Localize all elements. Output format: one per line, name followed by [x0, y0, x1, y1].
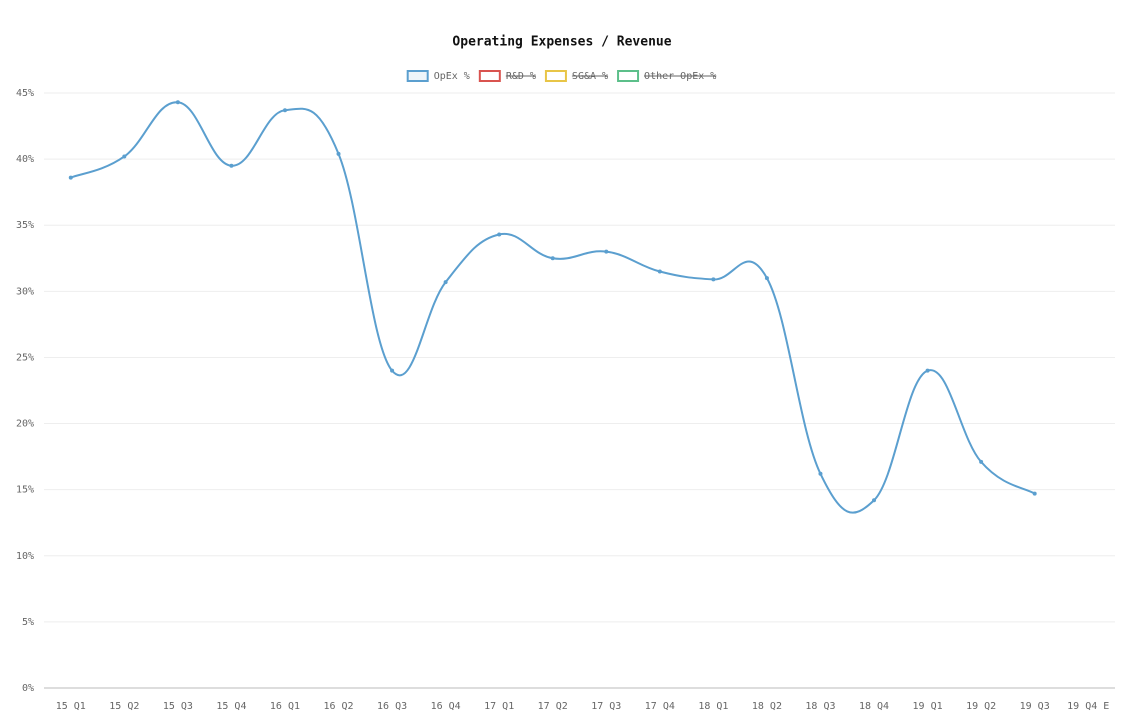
legend-label: OpEx % [434, 71, 470, 82]
x-tick-label: 19 Q4 E [1067, 701, 1109, 712]
point [68, 175, 73, 180]
x-tick-label: 17 Q2 [538, 701, 568, 712]
point [1032, 491, 1037, 496]
x-tick-label: 15 Q1 [56, 701, 86, 712]
legend-item: Other OpEx % [617, 70, 717, 82]
y-tick-label: 0% [22, 683, 34, 694]
x-tick-label: 18 Q1 [698, 701, 728, 712]
x-tick-label: 15 Q4 [216, 701, 246, 712]
chart-title: Operating Expenses / Revenue [452, 35, 671, 50]
point [979, 459, 984, 464]
x-tick-label: 16 Q4 [431, 701, 461, 712]
legend-swatch [544, 70, 567, 82]
y-tick-label: 25% [16, 352, 34, 363]
point [711, 277, 716, 282]
y-tick-label: 30% [16, 286, 34, 297]
x-tick-label: 19 Q2 [966, 701, 996, 712]
x-tick-label: 16 Q1 [270, 701, 300, 712]
point [657, 269, 662, 274]
y-tick-label: 40% [16, 154, 34, 165]
x-tick-label: 17 Q1 [484, 701, 514, 712]
point [443, 280, 448, 285]
point [282, 108, 287, 113]
point [818, 471, 823, 476]
legend-item: SG&A % [544, 70, 609, 82]
y-tick-label: 35% [16, 220, 34, 231]
legend-swatch [617, 70, 640, 82]
x-tick-label: 15 Q2 [109, 701, 139, 712]
point [336, 151, 341, 156]
legend-swatch [406, 70, 429, 82]
y-tick-label: 20% [16, 419, 34, 430]
y-tick-label: 45% [16, 88, 34, 99]
legend-item: R&D % [478, 70, 536, 82]
y-tick-label: 10% [16, 551, 34, 562]
point [175, 100, 180, 105]
y-tick-label: 15% [16, 485, 34, 496]
x-tick-label: 16 Q3 [377, 701, 407, 712]
point [497, 232, 502, 237]
x-tick-label: 19 Q3 [1020, 701, 1050, 712]
point [925, 368, 930, 373]
legend-swatch [478, 70, 501, 82]
x-tick-label: 19 Q1 [913, 701, 943, 712]
legend: OpEx % R&D % SG&A % Other OpEx % [406, 70, 717, 82]
line [70, 101, 1036, 514]
point [122, 154, 127, 159]
point [390, 368, 395, 373]
y-tick-label: 5% [22, 617, 34, 628]
x-tick-label: 15 Q3 [163, 701, 193, 712]
x-tick-label: 18 Q2 [752, 701, 782, 712]
point [550, 256, 555, 261]
x-tick-label: 18 Q4 [859, 701, 889, 712]
point [872, 498, 877, 503]
point [764, 276, 769, 281]
x-tick-label: 17 Q3 [591, 701, 621, 712]
point [604, 249, 609, 254]
x-tick-label: 16 Q2 [323, 701, 353, 712]
x-tick-label: 18 Q3 [805, 701, 835, 712]
legend-item: OpEx % [406, 70, 470, 82]
point [229, 163, 234, 168]
x-tick-label: 17 Q4 [645, 701, 675, 712]
